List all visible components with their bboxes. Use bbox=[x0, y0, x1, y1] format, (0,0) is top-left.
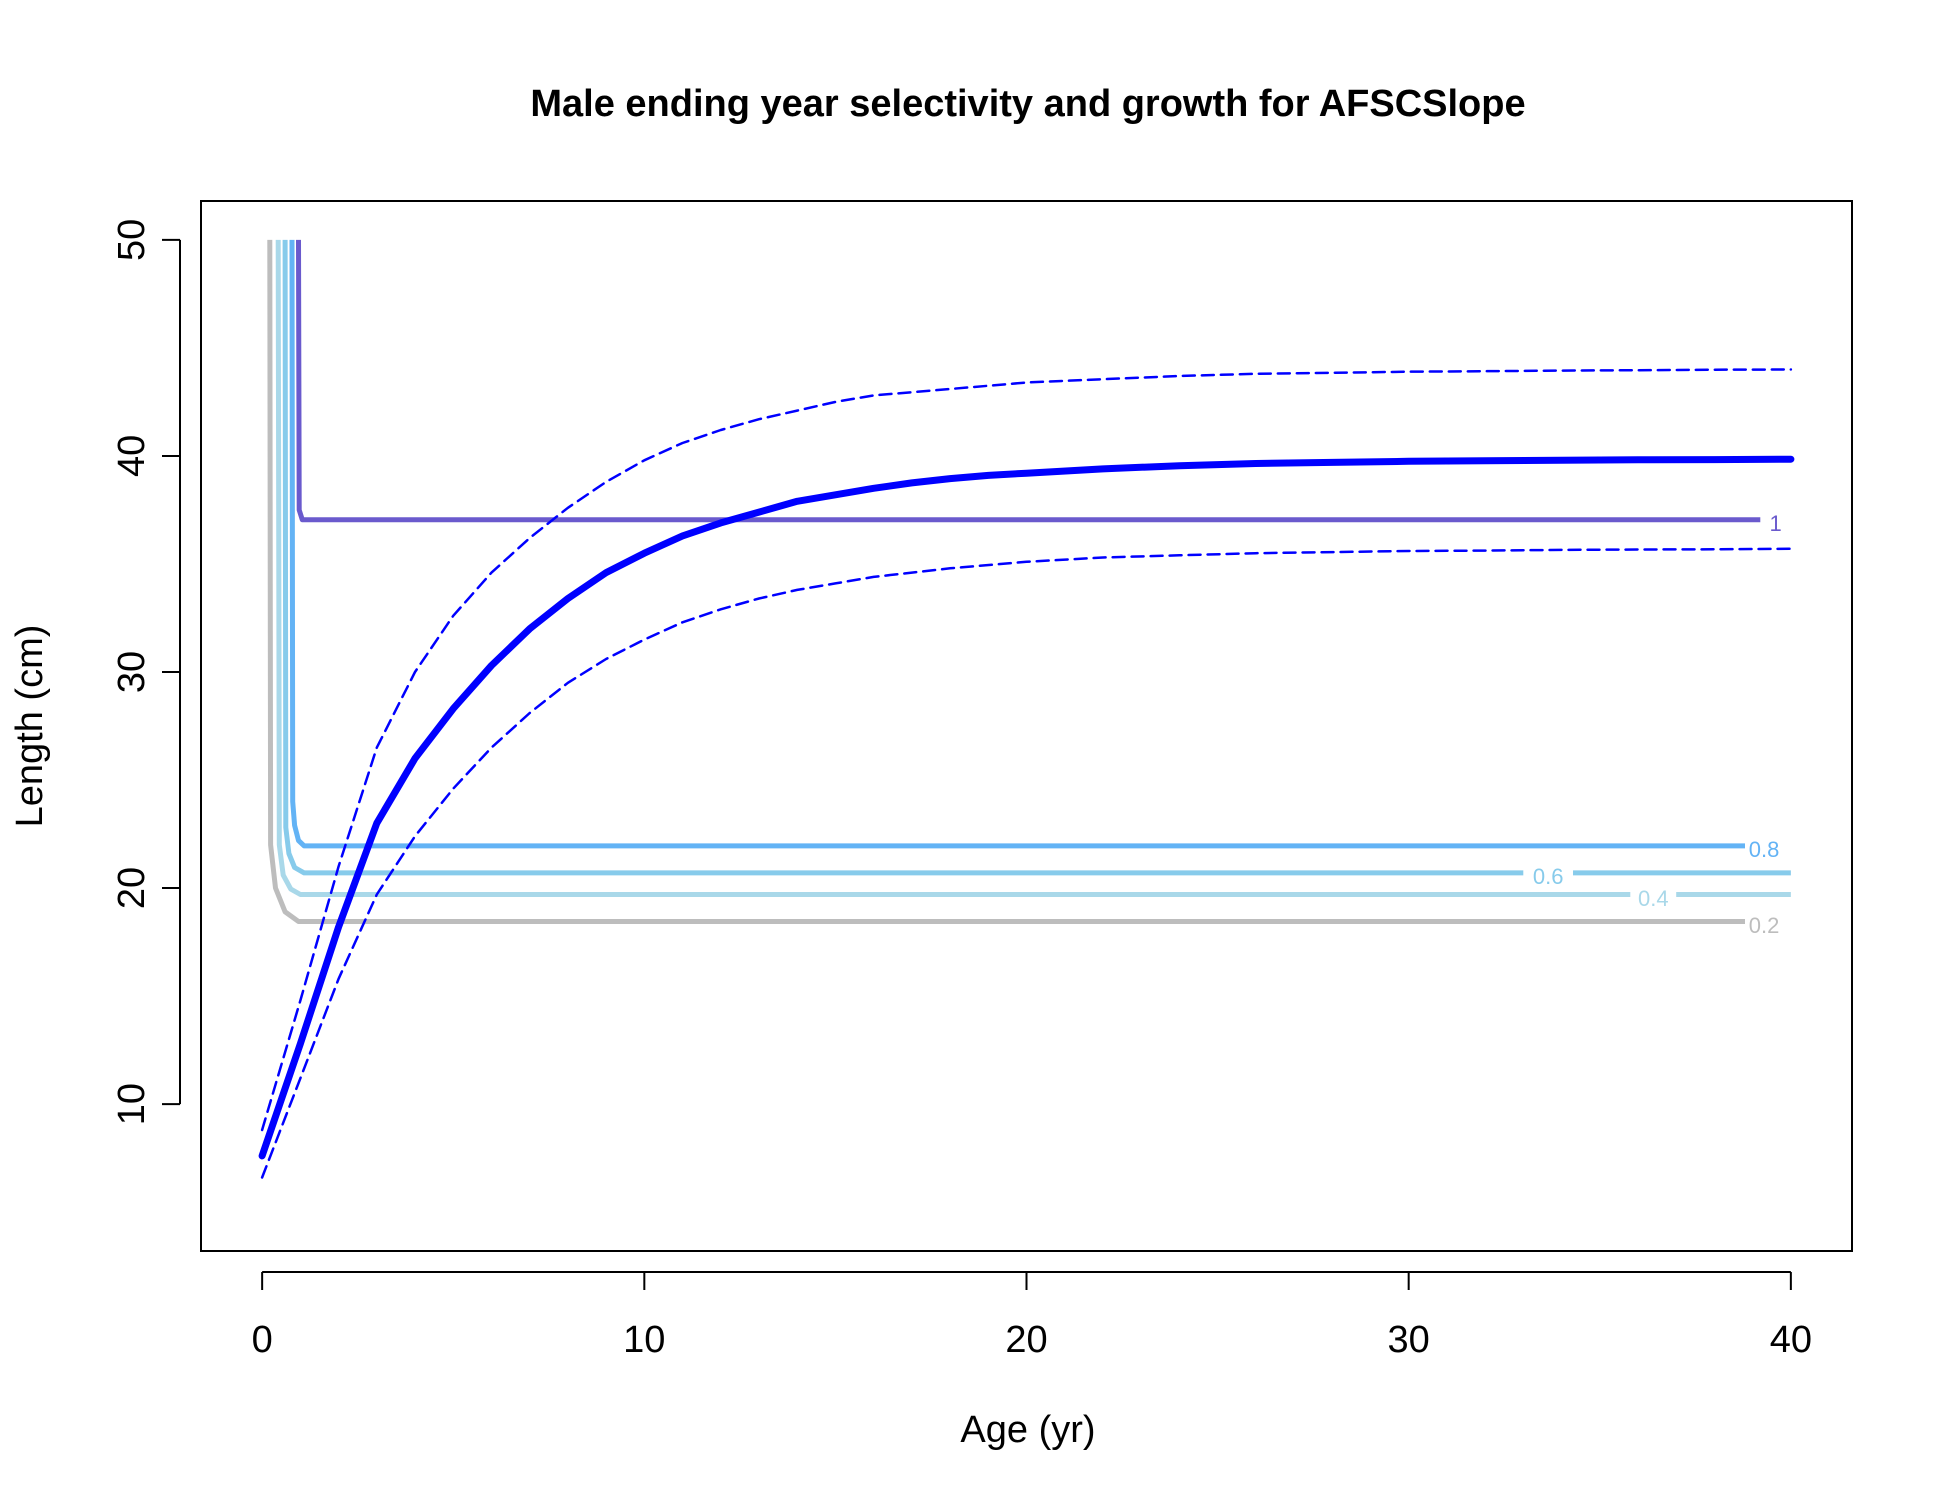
y-axis-label: Length (cm) bbox=[9, 625, 51, 828]
series-growth-lower bbox=[260, 547, 1793, 1179]
plot-frame bbox=[200, 200, 1853, 1252]
y-tick-label: 30 bbox=[111, 651, 153, 693]
contour-label-0-4: 0.4 bbox=[1638, 886, 1669, 911]
contour-line-0-2 bbox=[267, 239, 1745, 924]
x-axis: 0 10 20 30 40 bbox=[252, 1271, 1812, 1361]
y-tick-label: 50 bbox=[111, 219, 153, 261]
series-growth-upper bbox=[260, 368, 1793, 1132]
x-tick-label: 0 bbox=[252, 1319, 273, 1361]
chart-title: Male ending year selectivity and growth … bbox=[530, 83, 1525, 125]
x-axis-label: Age (yr) bbox=[960, 1409, 1095, 1451]
growth-curves bbox=[258, 368, 1795, 1179]
contour-line-0-8 bbox=[289, 239, 1745, 849]
contour-line-0-4 bbox=[275, 239, 1631, 897]
contour-line-0-6 bbox=[282, 239, 1524, 876]
x-tick-label: 40 bbox=[1770, 1319, 1812, 1361]
y-tick-label: 20 bbox=[111, 867, 153, 909]
y-tick-label: 40 bbox=[111, 435, 153, 477]
contour-label-0-6: 0.6 bbox=[1533, 864, 1564, 889]
y-tick-label: 10 bbox=[111, 1083, 153, 1125]
contour-label-0-2: 0.2 bbox=[1749, 913, 1780, 938]
series-growth-mean bbox=[258, 455, 1795, 1160]
contour-label-1: 1 bbox=[1769, 511, 1781, 536]
contour-line-1 bbox=[296, 239, 1761, 523]
y-axis: 10 20 30 40 50 bbox=[111, 219, 181, 1125]
selectivity-contours: 1 0.8 0.6 0.4 0.2 bbox=[267, 239, 1791, 938]
contour-label-0-8: 0.8 bbox=[1749, 837, 1780, 862]
x-tick-label: 20 bbox=[1005, 1319, 1047, 1361]
x-tick-label: 30 bbox=[1388, 1319, 1430, 1361]
x-tick-label: 10 bbox=[623, 1319, 665, 1361]
